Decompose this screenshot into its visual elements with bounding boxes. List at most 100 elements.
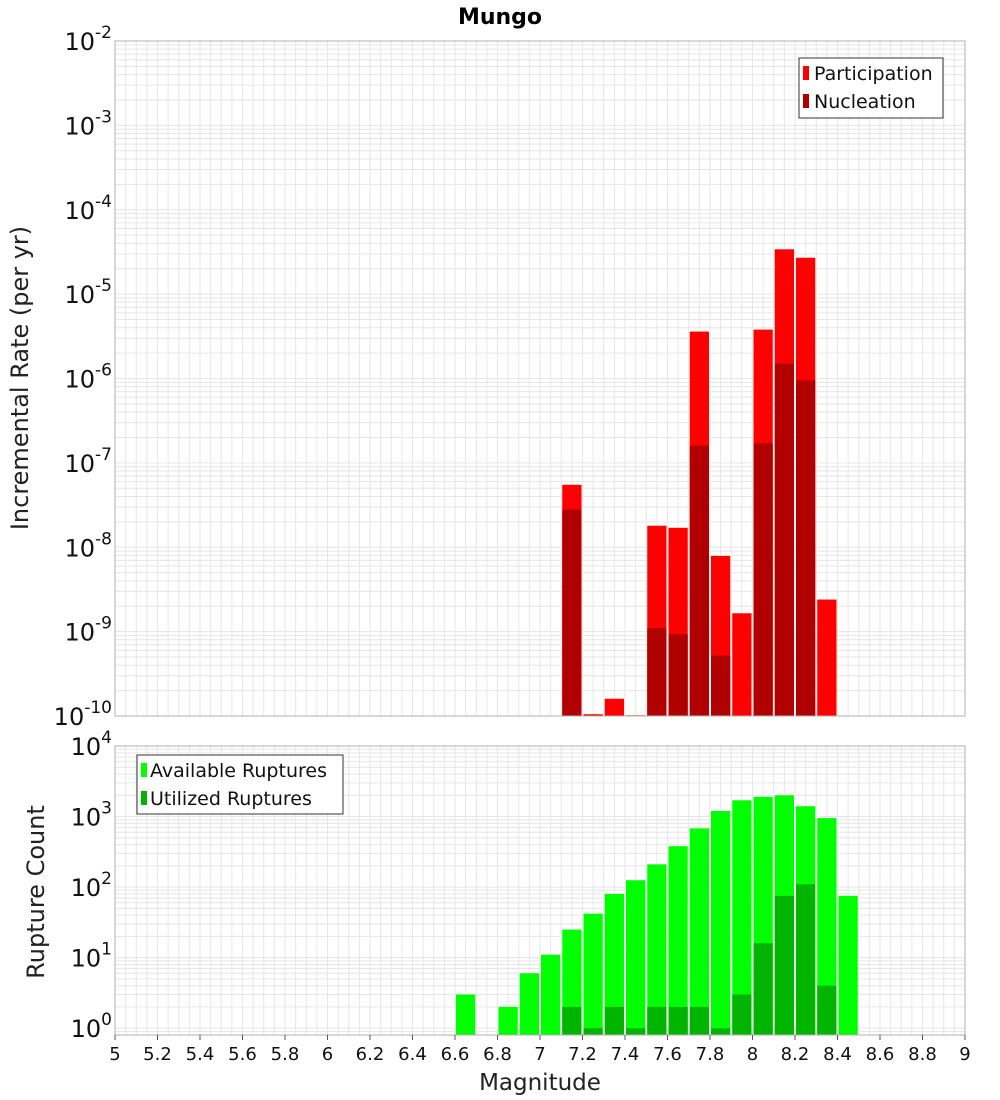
x-axis-ticks: 5 5.2 5.4 5.6 5.8 6 6.2 6.4 6.6 6.8 7 7.2 7.4 7.6 7.8 8… bbox=[109, 1035, 971, 1065]
top-y-tick-label: 10-7 bbox=[65, 445, 113, 478]
top-bars bbox=[562, 249, 837, 716]
x-tick-label: 8.6 bbox=[866, 1044, 895, 1065]
top-bar-participation bbox=[817, 599, 837, 716]
bottom-bar-available bbox=[498, 1006, 518, 1035]
top-y-tick-label: 10-10 bbox=[54, 698, 112, 731]
top-y-tick-label: 10-2 bbox=[65, 23, 113, 56]
top-y-tick-label: 10-4 bbox=[65, 192, 113, 225]
x-axis-label: Magnitude bbox=[479, 1070, 601, 1096]
top-legend-box bbox=[798, 57, 944, 119]
bottom-bar-utilized bbox=[689, 1006, 709, 1035]
top-y-tick-label: 10-3 bbox=[65, 107, 113, 140]
available-ruptures-legend-swatch bbox=[141, 763, 147, 777]
x-tick-label: 7.8 bbox=[696, 1044, 725, 1065]
utilized-ruptures-legend-label: Utilized Ruptures bbox=[150, 788, 312, 810]
x-tick-label: 7.2 bbox=[568, 1044, 597, 1065]
x-tick-label: 6.6 bbox=[441, 1044, 470, 1065]
top-bar-nucleation bbox=[774, 363, 794, 716]
bottom-bar-utilized bbox=[604, 1006, 624, 1035]
participation-legend-swatch bbox=[803, 66, 809, 80]
top-y-tick-label: 10-9 bbox=[65, 614, 113, 647]
x-tick-label: 8.4 bbox=[823, 1044, 852, 1065]
bottom-legend-box bbox=[136, 754, 344, 815]
x-tick-label: 5.2 bbox=[143, 1044, 172, 1065]
x-tick-label: 5.4 bbox=[186, 1044, 215, 1065]
top-y-tick-labels: 10-10 10-9 10-8 10-7 10-6 10-5 10-4 10-3 10-2 bbox=[54, 23, 112, 731]
x-tick-label: 6.8 bbox=[483, 1044, 512, 1065]
x-tick-label: 7.6 bbox=[653, 1044, 682, 1065]
top-bar-participation bbox=[732, 613, 752, 716]
bottom-y-tick-label: 100 bbox=[71, 1010, 112, 1043]
top-bar-nucleation bbox=[647, 628, 667, 716]
x-tick-label: 8.8 bbox=[908, 1044, 937, 1065]
bottom-bar-utilized bbox=[753, 943, 773, 1035]
x-tick-label: 5.6 bbox=[228, 1044, 257, 1065]
bottom-bar-utilized bbox=[668, 1006, 688, 1035]
x-tick-label: 8 bbox=[747, 1044, 758, 1065]
x-tick-label: 7 bbox=[534, 1044, 545, 1065]
top-y-axis-label: Incremental Rate (per yr) bbox=[6, 226, 34, 530]
bottom-bar-available bbox=[838, 895, 858, 1035]
available-ruptures-legend-label: Available Ruptures bbox=[150, 760, 327, 782]
bottom-bar-available bbox=[583, 913, 603, 1035]
bottom-bar-utilized bbox=[583, 1028, 603, 1035]
bottom-bar-utilized bbox=[647, 1006, 667, 1035]
bottom-bar-available bbox=[732, 800, 752, 1035]
x-tick-label: 9 bbox=[959, 1044, 970, 1065]
top-bar-nucleation bbox=[668, 634, 688, 716]
bottom-bar-available bbox=[604, 893, 624, 1035]
bottom-y-axis-label: Rupture Count bbox=[22, 805, 50, 979]
top-bar-nucleation bbox=[796, 380, 816, 716]
top-gridlines bbox=[114, 40, 966, 717]
top-bar-nucleation bbox=[753, 443, 773, 716]
bottom-bar-utilized bbox=[817, 985, 837, 1035]
bottom-bar-available bbox=[519, 973, 539, 1035]
x-tick-label: 6.2 bbox=[356, 1044, 385, 1065]
top-y-tick-label: 10-8 bbox=[65, 529, 113, 562]
top-plot-frame bbox=[114, 40, 966, 717]
x-tick-label: 5 bbox=[109, 1044, 120, 1065]
x-tick-label: 5.8 bbox=[271, 1044, 300, 1065]
bottom-legend: Available Ruptures Utilized Ruptures bbox=[136, 754, 344, 815]
participation-legend-label: Participation bbox=[814, 63, 933, 85]
bottom-bar-available bbox=[647, 864, 667, 1035]
top-y-tick-label: 10-6 bbox=[65, 361, 113, 394]
bottom-bar-available bbox=[456, 994, 476, 1035]
utilized-ruptures-legend-swatch bbox=[141, 791, 147, 805]
bottom-y-tick-label: 102 bbox=[71, 869, 112, 902]
bottom-bar-available bbox=[817, 818, 837, 1035]
bottom-bar-available bbox=[711, 810, 731, 1035]
nucleation-legend-label: Nucleation bbox=[814, 91, 916, 113]
x-tick-label: 6 bbox=[322, 1044, 333, 1065]
bottom-bar-utilized bbox=[796, 884, 816, 1035]
bottom-bar-available bbox=[626, 880, 646, 1035]
rupture-count-panel: 100 101 102 103 104 Rupture Count Available … bbox=[22, 728, 966, 1043]
bottom-y-tick-label: 101 bbox=[71, 940, 112, 973]
top-bar-participation bbox=[583, 714, 603, 716]
bottom-bar-available bbox=[541, 954, 561, 1035]
bottom-y-tick-labels: 100 101 102 103 104 bbox=[71, 728, 112, 1043]
bottom-y-tick-label: 103 bbox=[71, 799, 112, 832]
bottom-bar-utilized bbox=[711, 1028, 731, 1035]
bottom-bar-utilized bbox=[626, 1028, 646, 1035]
bottom-bars bbox=[456, 795, 858, 1035]
bottom-bar-utilized bbox=[732, 994, 752, 1035]
x-tick-label: 6.4 bbox=[398, 1044, 427, 1065]
bottom-bar-available bbox=[689, 828, 709, 1035]
top-bar-nucleation bbox=[562, 509, 582, 716]
incremental-rate-panel: 10-10 10-9 10-8 10-7 10-6 10-5 10-4 10-3 10-2 In… bbox=[6, 23, 966, 731]
bottom-bar-utilized bbox=[562, 1006, 582, 1035]
bottom-y-tick-label: 104 bbox=[71, 728, 112, 761]
x-tick-label: 7.4 bbox=[611, 1044, 640, 1065]
chart-title: Mungo bbox=[458, 5, 542, 30]
top-y-tick-label: 10-5 bbox=[65, 276, 113, 309]
top-bar-participation bbox=[604, 698, 624, 716]
bottom-bar-utilized bbox=[774, 895, 794, 1035]
top-legend: Participation Nucleation bbox=[798, 57, 944, 119]
x-tick-label: 8.2 bbox=[781, 1044, 810, 1065]
top-bar-nucleation bbox=[689, 445, 709, 716]
bottom-bar-available bbox=[668, 846, 688, 1035]
top-bar-nucleation bbox=[711, 655, 731, 716]
nucleation-legend-swatch bbox=[803, 94, 809, 108]
